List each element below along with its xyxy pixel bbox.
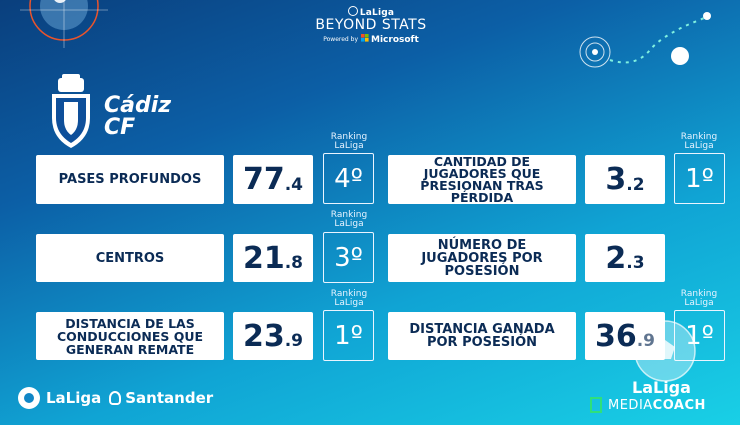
stat-value-centros: 21.8 [233, 234, 313, 282]
rank-distancia-conducciones: 1º [323, 310, 374, 361]
rank-distancia-ganada: 1º [674, 310, 725, 361]
stat-label-distancia-conducciones: DISTANCIA DE LAS CONDUCCIONES QUE GENERA… [36, 312, 224, 360]
value-dec: .3 [626, 253, 645, 273]
value-int: 21 [242, 240, 285, 276]
santander-flame-icon [109, 391, 122, 405]
footer-santander: Santander [125, 389, 214, 407]
stat-label-jugadores-presionan: CANTIDAD DE JUGADORES QUE PRESIONAN TRAS… [388, 155, 576, 204]
powered-by: Powered by [323, 36, 358, 43]
mediacoach-coach: COACH [652, 397, 706, 413]
stat-value-distancia-ganada: 36.9 [585, 312, 665, 360]
mediacoach-badge-icon [590, 397, 602, 413]
value-int: 2 [605, 240, 627, 276]
stat-label-pases-profundos: PASES PROFUNDOS [36, 155, 224, 204]
stat-value-distancia-conducciones: 23.9 [233, 312, 313, 360]
value-dec: .9 [636, 331, 656, 351]
laliga-mark-icon [347, 6, 358, 16]
ranking-caption: Ranking LaLiga [330, 132, 368, 151]
stat-label-distancia-ganada: DISTANCIA GANADA POR POSESIÓN [388, 312, 576, 360]
brand-main: BEYOND STATS [315, 17, 427, 33]
mediacoach-media: MEDIA [608, 397, 653, 413]
orbit-decoration-icon [579, 12, 711, 68]
stat-label-jugadores-posesion: NÚMERO DE JUGADORES POR POSESIÓN [388, 234, 576, 282]
club-name-line1: Cádiz [104, 93, 172, 118]
stat-label-centros: CENTROS [36, 234, 224, 282]
mediacoach-laliga: LaLiga [632, 378, 691, 397]
laliga-santander-logo: LaLiga Santander [18, 387, 213, 409]
rank-jugadores-presionan: 1º [674, 153, 725, 204]
brand-top: LaLiga [359, 8, 395, 18]
stat-value-jugadores-presionan: 3.2 [585, 155, 665, 204]
value-dec: .4 [284, 174, 304, 195]
club-crest-icon [52, 74, 90, 148]
microsoft-logo-icon [361, 34, 369, 42]
value-int: 36 [594, 318, 637, 354]
beyond-stats-logo: LaLiga BEYOND STATS Powered by Microsoft [306, 6, 436, 54]
ranking-caption: Ranking LaLiga [330, 289, 368, 308]
club-name-line2: CF [104, 115, 136, 140]
value-dec: .9 [284, 331, 304, 351]
value-dec: .2 [626, 174, 645, 195]
stat-value-pases-profundos: 77.4 [233, 155, 313, 204]
ranking-caption: Ranking LaLiga [680, 132, 718, 151]
value-int: 77 [242, 162, 285, 197]
rank-pases-profundos: 4º [323, 153, 374, 204]
footer-laliga: LaLiga [46, 389, 102, 407]
rank-centros: 3º [323, 232, 374, 283]
laliga-logo-icon [18, 387, 40, 409]
value-int: 23 [242, 318, 285, 354]
ranking-caption: Ranking LaLiga [330, 210, 368, 229]
football-icon [634, 320, 696, 382]
value-dec: .8 [284, 253, 304, 273]
value-int: 3 [605, 162, 627, 197]
laliga-mediacoach-logo: LaLiga MEDIACOACH [590, 378, 730, 413]
ranking-caption: Ranking LaLiga [680, 289, 718, 308]
target-decoration-icon [20, 0, 108, 48]
microsoft-label: Microsoft [371, 35, 419, 45]
stat-value-jugadores-posesion: 2.3 [585, 234, 665, 282]
club-name: Cádiz CF [104, 95, 171, 139]
